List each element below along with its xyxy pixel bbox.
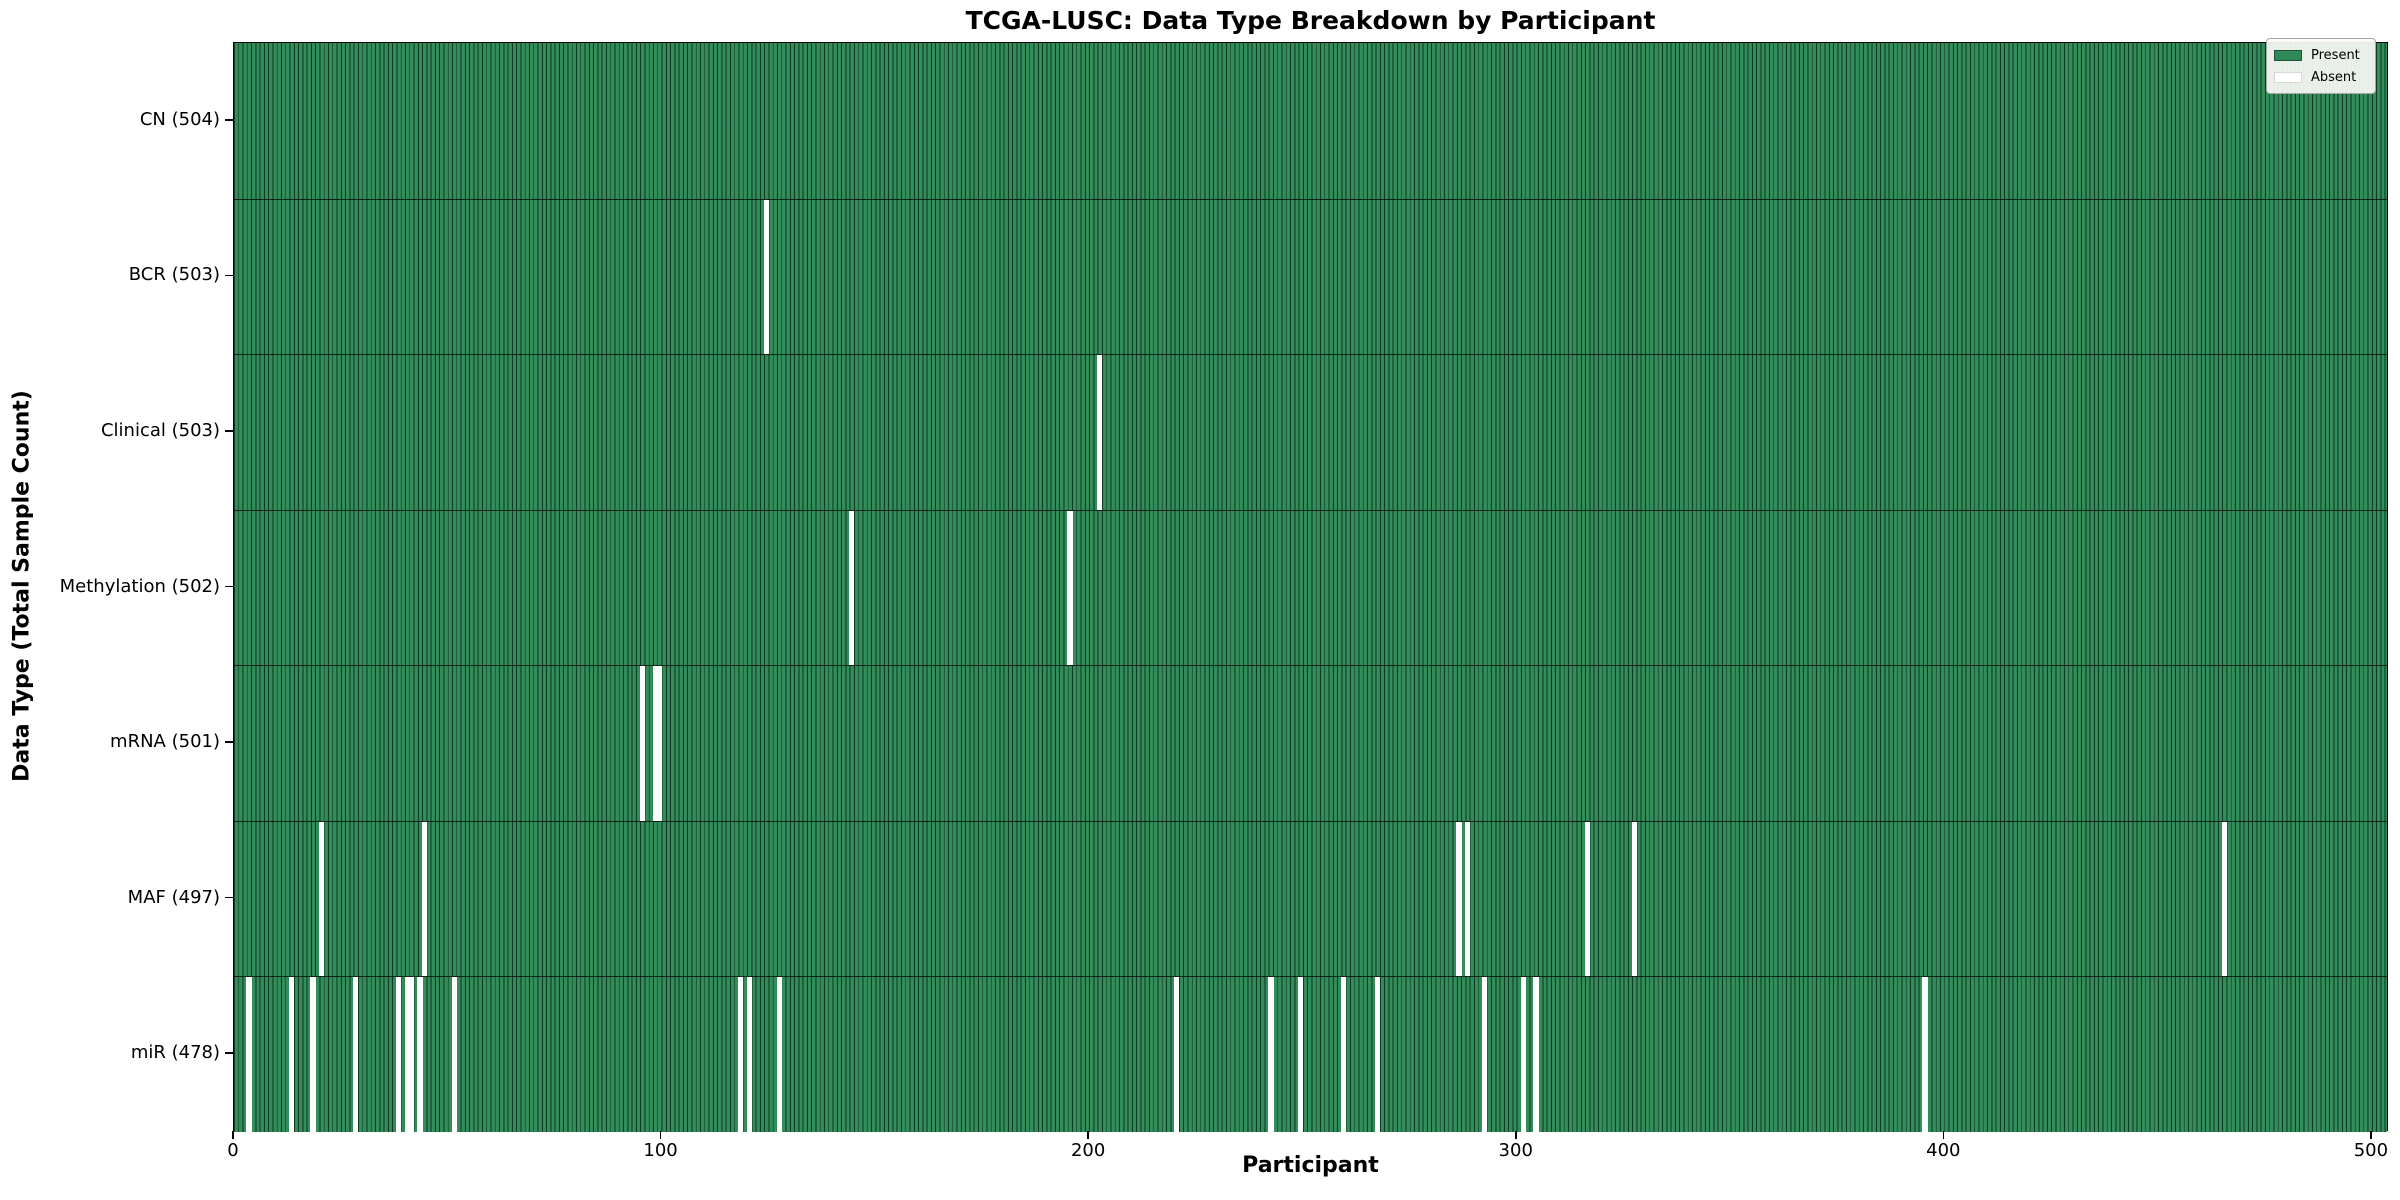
y-tick-mark — [225, 430, 233, 432]
absent-gap — [652, 666, 658, 821]
absent-gap — [2221, 821, 2227, 977]
legend: Present Absent — [2266, 38, 2376, 94]
absent-swatch-icon — [2274, 71, 2302, 83]
absent-gap — [408, 977, 415, 1132]
y-tick-label-miR: miR (478) — [130, 1042, 220, 1064]
y-tick-mark — [225, 1052, 233, 1054]
y-tick-mark — [225, 741, 233, 743]
x-tick-mark — [232, 1131, 234, 1139]
x-tick-label-100: 100 — [643, 1140, 678, 1161]
absent-gap — [404, 977, 410, 1132]
absent-gap — [1520, 977, 1526, 1132]
absent-gap — [639, 666, 645, 821]
legend-item-present: Present — [2274, 44, 2368, 66]
y-tick-label-Clinical: Clinical (503) — [100, 419, 220, 441]
x-axis-label: Participant — [1242, 1153, 1379, 1178]
absent-gap — [395, 977, 402, 1132]
legend-present-label: Present — [2311, 47, 2360, 63]
absent-gap — [1298, 977, 1304, 1132]
absent-gap — [763, 199, 769, 355]
absent-gap — [1631, 821, 1637, 977]
x-tick-mark — [1087, 1131, 1089, 1139]
absent-gap — [1464, 821, 1471, 977]
absent-gap — [451, 977, 457, 1132]
y-tick-label-CN: CN (504) — [139, 108, 220, 130]
row-mRNA — [234, 665, 2387, 821]
absent-gap — [656, 666, 663, 821]
absent-gap — [1922, 977, 1928, 1132]
absent-gap — [1584, 821, 1590, 977]
legend-absent-label: Absent — [2311, 69, 2357, 85]
y-tick-mark — [225, 896, 233, 899]
absent-gap — [1067, 510, 1073, 666]
row-Methylation — [234, 509, 2387, 666]
x-tick-label-200: 200 — [1070, 1140, 1106, 1161]
absent-gap — [1375, 977, 1381, 1132]
absent-gap — [246, 977, 252, 1132]
y-tick-label-Methylation: Methylation (502) — [59, 575, 220, 597]
x-tick-label-0: 0 — [227, 1140, 239, 1161]
absent-gap — [738, 977, 744, 1132]
y-tick-label-MAF: MAF (497) — [127, 886, 220, 908]
absent-gap — [1097, 355, 1103, 510]
y-tick-mark — [225, 585, 233, 588]
plot-area — [233, 42, 2388, 1132]
absent-gap — [417, 977, 423, 1132]
absent-gap — [746, 977, 752, 1132]
x-tick-label-300: 300 — [1498, 1140, 1533, 1161]
row-miR — [234, 976, 2387, 1132]
present-swatch-icon — [2274, 49, 2302, 61]
absent-gap — [1174, 977, 1180, 1132]
absent-gap — [776, 977, 782, 1132]
absent-gap — [1456, 821, 1462, 977]
x-tick-label-400: 400 — [1926, 1140, 1961, 1161]
x-tick-mark — [1514, 1131, 1517, 1139]
y-tick-mark — [225, 274, 233, 277]
chart-title: TCGA-LUSC: Data Type Breakdown by Partic… — [965, 6, 1656, 35]
row-Clinical — [234, 354, 2387, 510]
absent-gap — [353, 977, 359, 1132]
absent-gap — [849, 510, 855, 666]
y-tick-label-mRNA: mRNA (501) — [110, 731, 220, 753]
absent-gap — [1482, 977, 1488, 1132]
row-CN — [234, 43, 2387, 199]
absent-gap — [1268, 977, 1274, 1132]
absent-gap — [1533, 977, 1539, 1132]
absent-gap — [289, 977, 295, 1132]
y-tick-mark — [225, 118, 233, 121]
row-MAF — [234, 820, 2387, 977]
absent-gap — [319, 821, 325, 977]
x-tick-mark — [2370, 1131, 2372, 1139]
absent-gap — [1340, 977, 1347, 1132]
y-tick-label-BCR: BCR (503) — [128, 264, 220, 286]
absent-gap — [310, 977, 316, 1132]
legend-item-absent: Absent — [2274, 66, 2368, 88]
row-BCR — [234, 198, 2387, 355]
x-tick-mark — [1942, 1131, 1945, 1139]
x-tick-mark — [659, 1131, 662, 1139]
absent-gap — [421, 821, 427, 977]
x-tick-label-500: 500 — [2353, 1140, 2389, 1161]
